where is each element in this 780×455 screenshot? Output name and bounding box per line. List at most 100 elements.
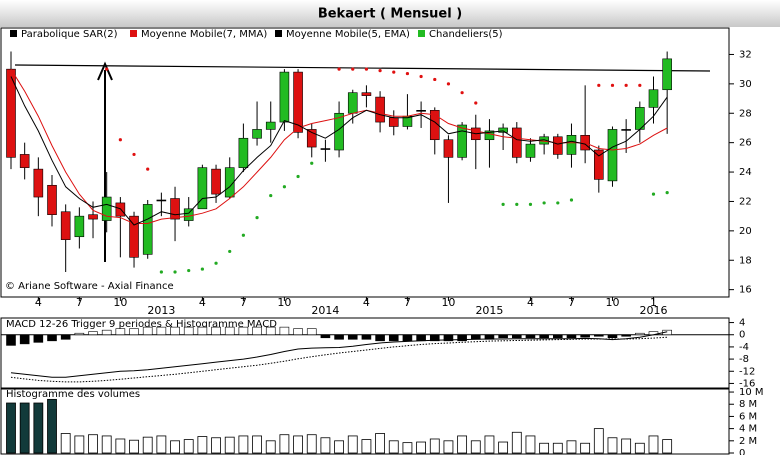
y-tick-label: 6 M bbox=[739, 411, 757, 422]
legend-label: Moyenne Mobile(5, EMA) bbox=[286, 29, 410, 40]
sar-dot bbox=[528, 202, 533, 206]
moving-average-line bbox=[10, 68, 668, 224]
volume-bar bbox=[265, 440, 276, 454]
x-tick-label: 10 bbox=[277, 296, 291, 309]
year-label: 2013 bbox=[147, 304, 175, 317]
volume-bar bbox=[443, 440, 454, 454]
volume-bar bbox=[88, 434, 98, 454]
legend-label: Moyenne Mobile(7, MMA) bbox=[141, 29, 267, 40]
candle-body bbox=[74, 215, 85, 238]
x-tick-label: 10 bbox=[605, 296, 619, 309]
volume-bar bbox=[115, 438, 126, 454]
sar-dot bbox=[187, 268, 191, 273]
histogram-bar bbox=[470, 334, 481, 340]
histogram-bar bbox=[224, 326, 235, 336]
volume-bar bbox=[388, 440, 399, 454]
volume-bar bbox=[662, 439, 673, 454]
volume-bar bbox=[416, 441, 427, 454]
histogram-bar bbox=[156, 326, 167, 336]
candle-body bbox=[238, 137, 249, 168]
histogram-bar bbox=[388, 334, 399, 342]
year-label: 2014 bbox=[311, 304, 339, 317]
sar-dot bbox=[501, 202, 505, 206]
macd-panel bbox=[0, 317, 730, 389]
sar-dot bbox=[556, 201, 560, 205]
volume-bar bbox=[334, 440, 344, 454]
volume-bar bbox=[402, 442, 413, 454]
histogram-bar bbox=[320, 334, 331, 339]
trend-line bbox=[14, 64, 711, 72]
sar-dot bbox=[460, 91, 464, 95]
sar-dot bbox=[433, 77, 437, 82]
candle-body bbox=[211, 168, 221, 195]
moving-average-line bbox=[10, 76, 668, 226]
candle-body bbox=[88, 214, 98, 220]
x-tick-label: 10 bbox=[441, 296, 455, 309]
histogram-bar bbox=[293, 328, 303, 336]
histogram-bar bbox=[621, 334, 631, 337]
y-tick-label: 0 bbox=[739, 448, 745, 455]
x-tick-label: 7 bbox=[568, 296, 575, 309]
volume-bar bbox=[552, 442, 563, 454]
histogram-bar bbox=[211, 326, 221, 336]
candle-body bbox=[607, 129, 618, 182]
volume-bar bbox=[6, 402, 16, 454]
volume-bar bbox=[511, 431, 522, 454]
volume-bar bbox=[238, 435, 249, 454]
histogram-bar bbox=[594, 334, 604, 337]
volume-bar bbox=[375, 433, 385, 454]
histogram-bar bbox=[101, 329, 112, 336]
histogram-bar bbox=[402, 334, 413, 342]
legend-swatch bbox=[275, 30, 282, 37]
x-tick-label: 1 bbox=[650, 296, 657, 309]
sar-dot bbox=[610, 83, 615, 87]
volume-bar bbox=[252, 435, 262, 454]
sar-dot bbox=[132, 152, 136, 157]
candle-body bbox=[388, 117, 399, 127]
volume-bar bbox=[197, 436, 208, 454]
candle-body bbox=[6, 68, 16, 158]
sar-dot bbox=[228, 249, 232, 254]
candle-body bbox=[334, 112, 344, 151]
sar-dot bbox=[310, 161, 314, 165]
volume-bar bbox=[607, 437, 618, 454]
volume-title: Histogramme des volumes bbox=[6, 389, 140, 400]
histogram-bar bbox=[129, 328, 139, 336]
histogram-bar bbox=[252, 326, 262, 336]
candle-body bbox=[197, 167, 208, 210]
candle-body bbox=[306, 129, 317, 148]
volume-bar bbox=[484, 435, 495, 454]
sar-dot bbox=[118, 138, 122, 142]
volume-bar bbox=[320, 437, 331, 454]
sar-dot bbox=[419, 74, 423, 79]
volume-bar bbox=[183, 439, 194, 454]
y-tick-label: 0 bbox=[739, 330, 745, 341]
histogram-bar bbox=[47, 334, 57, 342]
x-tick-label: 10 bbox=[113, 296, 127, 309]
volume-bar bbox=[47, 398, 57, 454]
candle-body bbox=[594, 149, 604, 180]
candle-body bbox=[320, 148, 331, 150]
volume-bar bbox=[101, 435, 112, 454]
candle-body bbox=[33, 168, 44, 198]
histogram-bar bbox=[19, 334, 30, 345]
sar-dot bbox=[269, 193, 273, 198]
candle-body bbox=[566, 135, 577, 155]
sar-dot bbox=[255, 216, 259, 220]
histogram-bar bbox=[183, 326, 194, 336]
candle-body bbox=[142, 204, 153, 255]
volume-bar bbox=[593, 428, 604, 454]
histogram-bar bbox=[33, 334, 44, 343]
candle-body bbox=[648, 89, 659, 108]
histogram-bar bbox=[375, 334, 385, 342]
histogram-bar bbox=[552, 334, 563, 339]
y-tick-label: 16 bbox=[739, 285, 752, 296]
candle-body bbox=[129, 215, 139, 258]
candle-body bbox=[60, 211, 71, 240]
sar-dot bbox=[624, 83, 628, 87]
histogram-bar bbox=[511, 334, 522, 339]
y-tick-label: 30 bbox=[739, 79, 752, 90]
candle-body bbox=[662, 58, 672, 91]
histogram-bar bbox=[607, 334, 618, 339]
